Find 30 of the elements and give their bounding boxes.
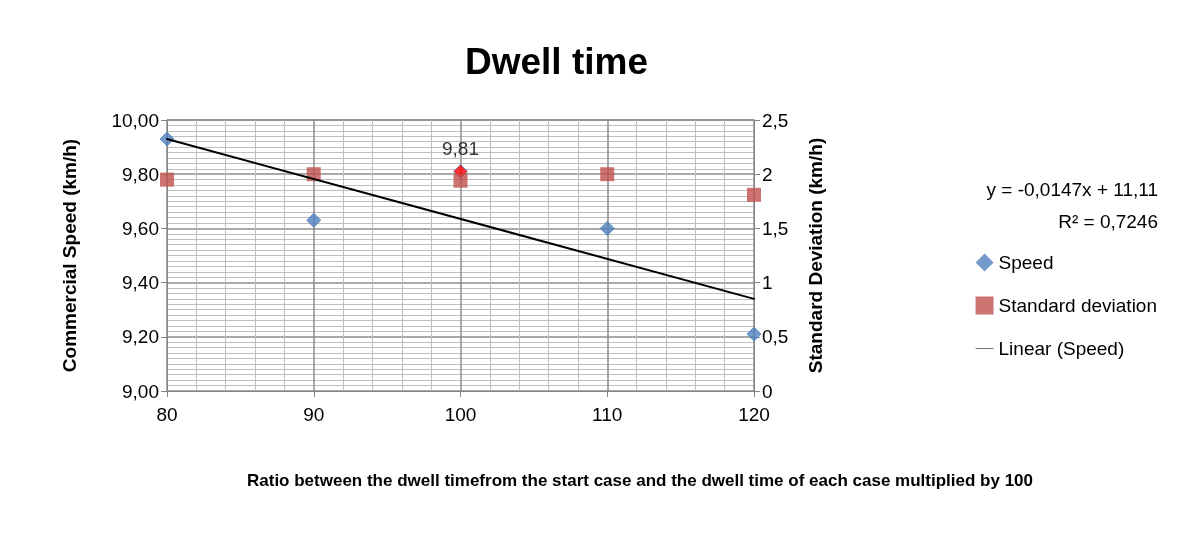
y-tick-label: 9,80 xyxy=(122,163,159,185)
x-axis-title: Ratio between the dwell timefrom the start case and the dwell time of each case multiplied by 100 xyxy=(247,470,1033,490)
point xyxy=(746,326,762,342)
point xyxy=(599,220,615,236)
y2-tick-label: 0 xyxy=(762,380,773,402)
x-tick-label: 80 xyxy=(156,404,178,425)
y-tick-label: 10,00 xyxy=(111,109,159,131)
x-tick-label: 100 xyxy=(444,404,477,425)
y-tick-label: 9,00 xyxy=(122,380,159,402)
y2-axis-title: Standard Deviation (km/h) xyxy=(805,137,826,374)
y2-tick-label: 0,5 xyxy=(762,326,789,348)
y-tick-label: 9,60 xyxy=(122,217,159,239)
legend-label: Linear (Speed) xyxy=(998,338,1125,359)
legend-label: Standard deviation xyxy=(998,295,1158,316)
y-tick-label: 9,20 xyxy=(122,326,159,348)
y-tick-label: 9,40 xyxy=(122,272,159,294)
y2-tick-label: 1,5 xyxy=(762,217,789,239)
y2-tick-label: 2 xyxy=(762,163,773,185)
legend-label: Speed xyxy=(998,252,1054,273)
y-axis-title: Commercial Speed (km/h) xyxy=(59,138,80,373)
text: y = -0,0147x + 11,11 xyxy=(986,179,1159,200)
y2-tick-label: 1 xyxy=(762,272,773,294)
chart-title: Dwell time xyxy=(465,41,648,82)
x-tick-label: 120 xyxy=(738,404,770,425)
point xyxy=(306,212,322,228)
text: R² = 0,7246 xyxy=(1058,211,1159,232)
data-label: 9,81 xyxy=(442,137,479,159)
x-tick-label: 90 xyxy=(303,404,325,425)
y2-tick-label: 2,5 xyxy=(762,109,789,131)
x-tick-label: 110 xyxy=(592,404,623,425)
